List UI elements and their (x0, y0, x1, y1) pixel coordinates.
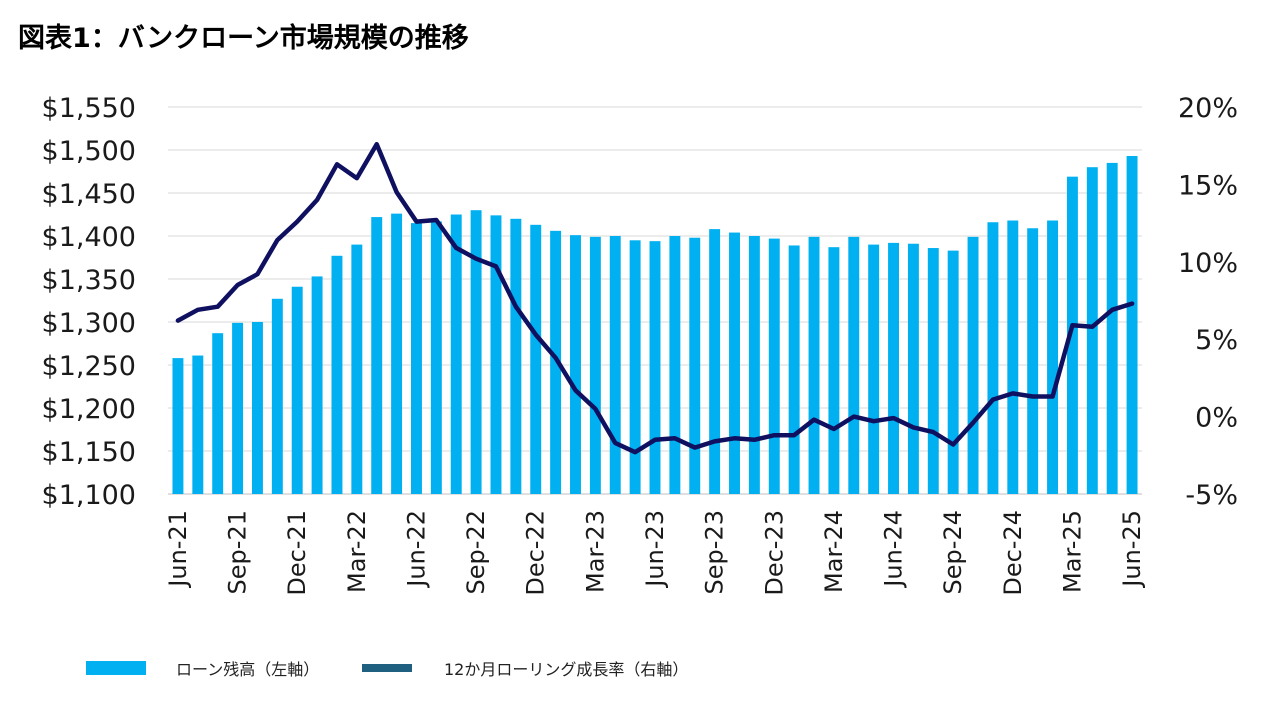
bar-Feb-23 (570, 235, 581, 494)
bar-Feb-22 (331, 255, 343, 494)
bar-Jan-23 (550, 230, 562, 494)
left-tick-label: $1,500 (42, 136, 136, 167)
legend-item-growth-rate: 12か月ローリング成長率（右軸） (362, 656, 688, 680)
right-tick-label: 5% (1195, 325, 1238, 356)
bar-Jun-24 (888, 242, 899, 494)
bar-Aug-24 (927, 248, 939, 494)
bar-Oct-24 (967, 236, 979, 495)
x-tick-label: Dec-22 (522, 510, 550, 596)
bar-Oct-21 (251, 322, 263, 494)
bar-Jun-25 (1126, 156, 1138, 494)
x-tick-label: Dec-21 (283, 510, 311, 596)
bar-Mar-22 (351, 244, 363, 494)
left-tick-label: $1,450 (42, 179, 136, 210)
right-tick-label: 0% (1195, 403, 1238, 434)
bar-Nov-22 (510, 218, 522, 495)
left-tick-label: $1,100 (42, 480, 136, 511)
bar-Jul-21 (192, 355, 204, 494)
bar-Dec-22 (530, 224, 542, 494)
x-tick-label: Mar-23 (581, 510, 609, 593)
x-tick-label: Sep-22 (462, 510, 490, 594)
bar-Apr-24 (848, 236, 860, 495)
right-axis: 20% 15% 10% 5% 0% -5% (1178, 93, 1238, 511)
bar-Feb-25 (1047, 220, 1059, 494)
bar-Dec-23 (768, 238, 780, 494)
right-tick-label: 10% (1178, 248, 1238, 279)
bar-Mar-23 (589, 236, 601, 495)
left-tick-label: $1,150 (42, 437, 136, 468)
x-tick-label: Jun-21 (164, 510, 192, 589)
bar-Jul-23 (669, 236, 681, 494)
legend-item-loan-balance: ローン残高（左軸） (86, 656, 319, 680)
x-tick-label: Mar-25 (1058, 510, 1086, 593)
bar-May-23 (629, 240, 641, 494)
x-tick-label: Sep-21 (224, 510, 252, 594)
bar-Nov-23 (748, 236, 760, 494)
bar-May-24 (868, 244, 880, 494)
left-tick-label: $1,350 (42, 265, 136, 296)
legend-swatch-bar (86, 661, 146, 675)
legend-label-growth-rate: 12か月ローリング成長率（右軸） (444, 660, 689, 679)
left-tick-label: $1,550 (42, 93, 136, 124)
bar-Nov-21 (271, 298, 283, 494)
bar-Jan-25 (1027, 228, 1039, 494)
bar-Oct-22 (490, 215, 502, 495)
legend-swatch-line (362, 664, 412, 672)
bar-Sep-23 (709, 229, 721, 494)
chart-title: 図表1：バンクローン市場規模の推移 (18, 23, 469, 54)
bar-Jan-22 (311, 276, 323, 494)
left-tick-label: $1,400 (42, 222, 136, 253)
x-tick-label: Dec-24 (999, 510, 1027, 596)
bar-May-25 (1106, 162, 1118, 494)
x-axis: Jun-21 Sep-21 Dec-21 Mar-22 Jun-22 Sep-22 Dec-… (164, 510, 1146, 596)
bar-Jan-24 (788, 245, 800, 494)
x-tick-label: Jun-25 (1118, 510, 1146, 589)
x-tick-label: Sep-23 (701, 510, 729, 594)
bar-series-loan-balance (172, 156, 1138, 495)
bar-Apr-25 (1086, 167, 1098, 494)
bar-Jun-22 (411, 223, 422, 494)
bar-Sep-22 (470, 210, 482, 494)
bar-Aug-23 (689, 237, 701, 494)
x-tick-label: Mar-22 (343, 510, 371, 593)
left-tick-label: $1,250 (42, 351, 136, 382)
x-tick-label: Jun-23 (641, 510, 669, 589)
bar-Feb-24 (808, 236, 820, 495)
bar-Nov-24 (987, 222, 999, 495)
x-tick-label: Mar-24 (820, 510, 848, 593)
bar-Jul-24 (907, 243, 919, 494)
left-axis: $1,550 $1,500 $1,450 $1,400 $1,350 $1,300 $1,2… (42, 93, 136, 511)
bar-Sep-24 (947, 250, 959, 494)
bar-Dec-21 (291, 286, 303, 494)
bar-Mar-24 (828, 247, 840, 494)
left-tick-label: $1,300 (42, 308, 136, 339)
x-tick-label: Dec-23 (760, 510, 788, 596)
x-tick-label: Jun-24 (880, 510, 908, 589)
x-tick-label: Sep-24 (939, 510, 967, 594)
bar-Mar-25 (1066, 176, 1078, 494)
bar-Oct-23 (729, 232, 740, 494)
bar-Sep-21 (232, 322, 244, 494)
x-tick-label: Jun-22 (402, 510, 430, 589)
bar-Jun-21 (172, 358, 184, 494)
bar-May-22 (391, 213, 403, 494)
bar-Apr-22 (371, 217, 383, 494)
bar-Aug-21 (212, 333, 224, 494)
bar-Jun-23 (649, 241, 661, 494)
right-tick-label: 15% (1178, 170, 1238, 201)
right-tick-label: 20% (1178, 93, 1238, 124)
left-tick-label: $1,200 (42, 394, 136, 425)
bar-Apr-23 (609, 236, 621, 494)
line-series-growth-rate (175, 141, 1135, 455)
bar-Aug-22 (450, 214, 462, 494)
right-tick-label: -5% (1185, 480, 1238, 511)
bar-Jul-22 (430, 221, 442, 494)
bar-Dec-24 (1007, 220, 1019, 494)
legend-label-loan-balance: ローン残高（左軸） (176, 660, 320, 679)
